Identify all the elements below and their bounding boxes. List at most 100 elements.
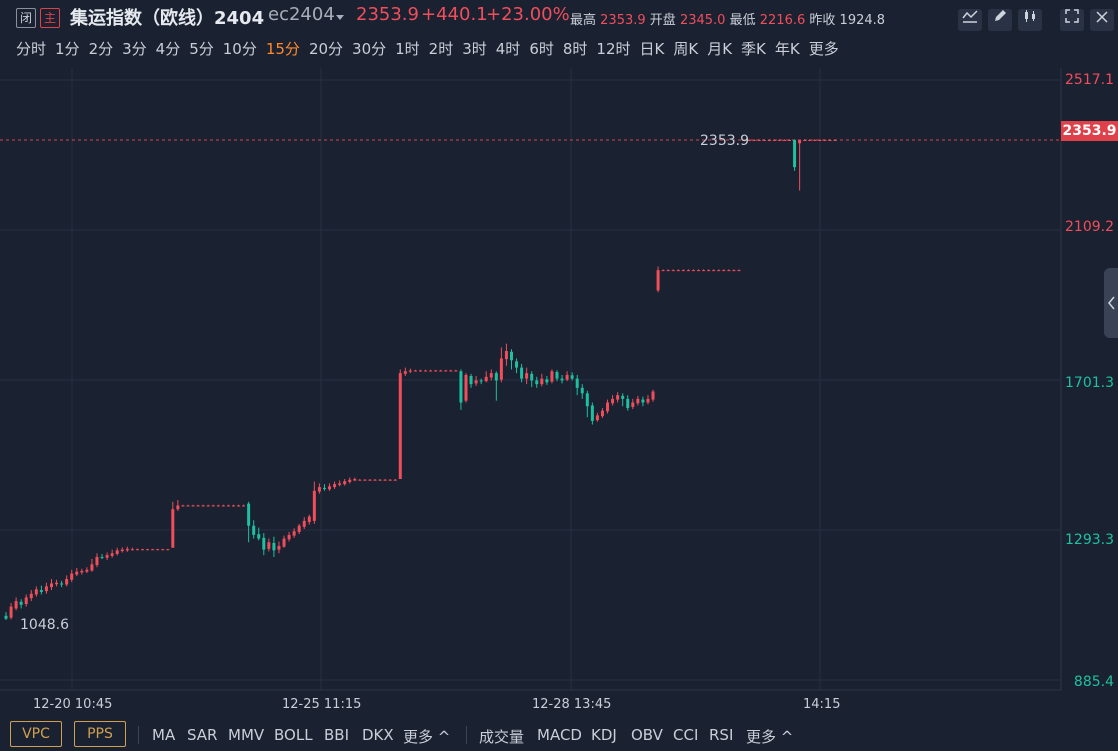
candle-body (651, 391, 655, 400)
candle-body (595, 415, 599, 421)
main-more-button[interactable]: 更多 ^ (403, 726, 450, 747)
low-price-marker: 1048.6 (20, 617, 69, 633)
candle-body (454, 370, 458, 372)
chart-type-icon[interactable] (958, 9, 982, 31)
period-tab[interactable]: 10分 (222, 40, 257, 58)
candle-body (747, 140, 751, 142)
period-tab[interactable]: 1时 (395, 40, 420, 58)
candle-body (419, 370, 422, 372)
close-icon[interactable] (1090, 9, 1114, 31)
candle-body (798, 140, 802, 144)
period-tab[interactable]: 12时 (596, 40, 631, 58)
price-change-pct: +23.00% (486, 4, 570, 25)
fullscreen-icon[interactable] (1060, 9, 1084, 31)
candle-body (277, 545, 281, 550)
candle-body (44, 586, 48, 592)
indicator-macd[interactable]: MACD (537, 726, 582, 744)
indicator-kdj[interactable]: KDJ (591, 726, 617, 744)
candle-body (343, 481, 347, 485)
candle-body (833, 140, 837, 142)
time-label-1: 12-20 10:45 (33, 697, 113, 712)
low-value: 2216.6 (759, 13, 806, 28)
candle-body (252, 525, 256, 535)
candle-body (242, 505, 246, 507)
indicator-volume[interactable]: 成交量 (479, 728, 525, 746)
candle-body (636, 398, 640, 404)
candle-body (686, 270, 690, 272)
period-tab[interactable]: 2分 (88, 40, 114, 58)
period-tab[interactable]: 月K (707, 40, 733, 58)
candle-body (257, 534, 261, 539)
candle-body (120, 549, 124, 552)
axis-label-3: 1701.3 (1065, 375, 1114, 391)
candle-body (181, 505, 185, 507)
period-tab[interactable]: 30分 (352, 40, 387, 58)
vpc-button[interactable]: VPC (10, 721, 62, 747)
candle-body (540, 378, 544, 385)
indicator-obv[interactable]: OBV (631, 726, 663, 744)
candle-body (484, 376, 488, 382)
candle-body (676, 270, 680, 272)
period-tab[interactable]: 6时 (529, 40, 554, 58)
period-tab[interactable]: 8时 (562, 40, 588, 58)
indicator-rsi[interactable]: RSI (709, 726, 734, 744)
candle-body (535, 380, 539, 385)
draw-pen-icon[interactable] (988, 9, 1012, 31)
indicator-ma[interactable]: MA (152, 726, 176, 744)
indicator-cci[interactable]: CCI (673, 726, 699, 744)
closed-badge[interactable]: 闭 (16, 8, 36, 28)
candle-body (398, 373, 402, 480)
candle-body (272, 542, 276, 551)
candle-body (115, 550, 119, 555)
period-tab[interactable]: 4时 (495, 40, 521, 58)
indicator-sar[interactable]: SAR (187, 726, 218, 744)
contract-dropdown-icon[interactable] (336, 15, 344, 20)
candle-body (509, 351, 513, 361)
candle-body (140, 549, 144, 551)
candle-body (29, 593, 33, 599)
pps-button[interactable]: PPS (74, 721, 126, 747)
sub-more-button[interactable]: 更多 ^ (746, 726, 793, 747)
period-tab[interactable]: 周K (673, 40, 699, 58)
contract-code[interactable]: ec2404 (268, 4, 335, 25)
indicator-mmv[interactable]: MMV (228, 726, 265, 744)
period-tab[interactable]: 3分 (122, 40, 147, 58)
collapse-panel-handle[interactable] (1104, 268, 1118, 338)
candle-body (262, 537, 266, 550)
period-tab[interactable]: 20分 (308, 40, 344, 58)
period-tab[interactable]: 1分 (55, 40, 80, 58)
period-tab[interactable]: 分时 (16, 40, 47, 58)
period-tab[interactable]: 2时 (428, 40, 454, 58)
period-tab[interactable]: 15分 (265, 40, 300, 58)
indicator-dkx[interactable]: DKX (362, 726, 394, 744)
period-tab[interactable]: 更多 (808, 40, 839, 58)
candle-body (732, 270, 736, 272)
candle-body (247, 503, 251, 526)
candle-body (80, 570, 84, 573)
candle-body (125, 548, 129, 551)
candle-body (626, 398, 630, 409)
main-badge[interactable]: 主 (40, 8, 60, 28)
period-tab[interactable]: 4分 (155, 40, 181, 58)
period-tab[interactable]: 年K (774, 40, 800, 58)
period-tab[interactable]: 5分 (189, 40, 214, 58)
period-tab[interactable]: 日K (639, 40, 665, 58)
candle-body (550, 371, 554, 382)
candle-body (813, 140, 817, 142)
candle-body (772, 140, 776, 142)
kline-chart[interactable]: 1048.6 2353.9 (0, 68, 1118, 716)
indicator-boll[interactable]: BOLL (274, 726, 313, 744)
candle-body (211, 505, 215, 507)
low-label: 最低 (729, 13, 756, 28)
high-value: 2353.9 (600, 13, 646, 28)
candle-body (479, 380, 483, 382)
candle-body (201, 505, 205, 507)
candle-body (408, 370, 412, 372)
candle-body (499, 358, 503, 380)
sub-more-label: 更多 (746, 728, 777, 746)
candle-body (525, 373, 529, 379)
period-tab[interactable]: 3时 (462, 40, 487, 58)
period-tab[interactable]: 季K (741, 40, 766, 58)
candle-style-icon[interactable] (1018, 9, 1042, 31)
indicator-bbi[interactable]: BBI (324, 726, 350, 744)
